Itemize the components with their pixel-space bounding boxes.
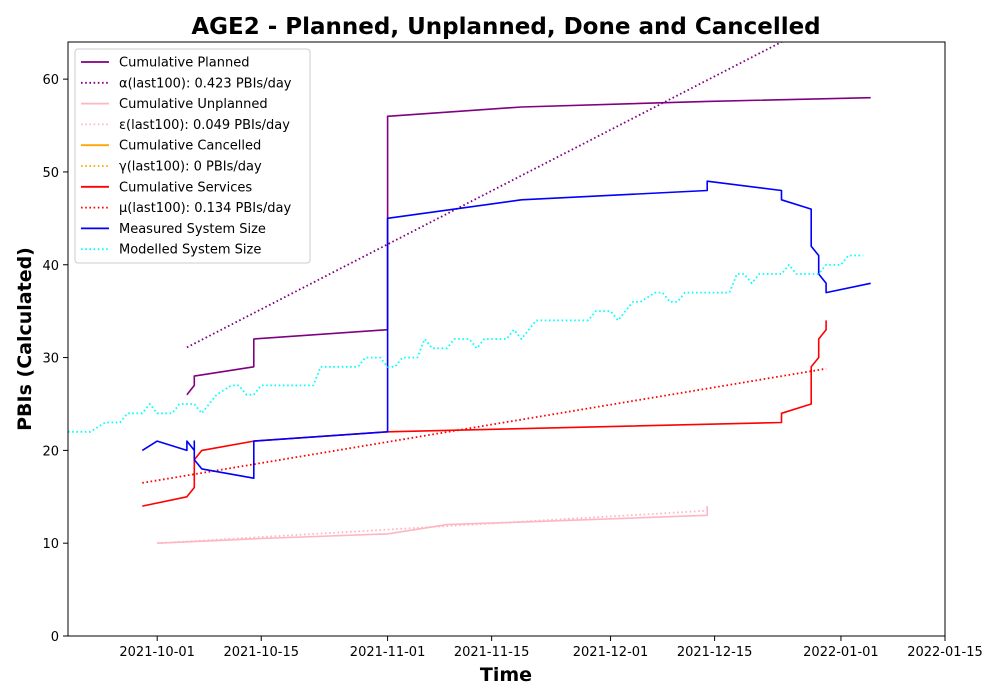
y-tick-label: 60 — [42, 73, 59, 88]
legend-label: μ(last100): 0.134 PBIs/day — [119, 201, 291, 216]
y-tick-label: 0 — [51, 630, 59, 645]
x-axis-label: Time — [480, 664, 532, 686]
x-tick-label: 2021-12-15 — [677, 645, 753, 660]
x-tick-label: 2021-10-15 — [223, 645, 299, 660]
legend-label: Cumulative Planned — [119, 56, 249, 71]
series-line-9 — [68, 254, 864, 433]
legend-label: Cumulative Unplanned — [119, 97, 268, 112]
series-line-3 — [157, 509, 708, 545]
x-tick-label: 2022-01-01 — [803, 645, 879, 660]
legend-label: γ(last100): 0 PBIs/day — [119, 160, 262, 175]
legend: Cumulative Planned α(last100): 0.423 PBIs… — [74, 48, 311, 264]
x-tick-label: 2022-01-15 — [907, 645, 983, 660]
y-tick-label: 30 — [42, 352, 59, 367]
plot-frame — [67, 41, 946, 637]
legend-label: ε(last100): 0.049 PBIs/day — [119, 118, 290, 133]
x-tick-label: 2021-11-15 — [454, 645, 530, 660]
series-line-8 — [141, 180, 871, 480]
series-line-6 — [142, 320, 827, 507]
legend-label: Cumulative Services — [119, 180, 252, 195]
series-line-2 — [157, 506, 709, 544]
y-tick-label: 50 — [42, 166, 59, 181]
legend-label: α(last100): 0.423 PBIs/day — [119, 76, 292, 91]
y-tick-label: 10 — [42, 537, 59, 552]
legend-label: Modelled System Size — [119, 243, 261, 258]
y-axis-label: PBIs (Calculated) — [14, 247, 36, 431]
x-axis: 2021-10-01 2021-10-15 2021-11-01 2021-11-15… — [119, 636, 983, 660]
x-tick-label: 2021-11-01 — [350, 645, 426, 660]
y-axis: 0 10 20 30 40 50 60 — [42, 73, 68, 645]
y-tick-label: 20 — [42, 444, 59, 459]
chart-title: AGE2 - Planned, Unplanned, Done and Canc… — [191, 14, 820, 40]
legend-label: Measured System Size — [119, 222, 266, 237]
x-tick-label: 2021-10-01 — [119, 645, 195, 660]
legend-box — [74, 48, 311, 264]
y-tick-label: 40 — [42, 259, 59, 274]
x-tick-label: 2021-12-01 — [573, 645, 649, 660]
series-line-7 — [142, 367, 827, 484]
legend-label: Cumulative Cancelled — [119, 139, 261, 154]
series-layer — [68, 42, 871, 545]
